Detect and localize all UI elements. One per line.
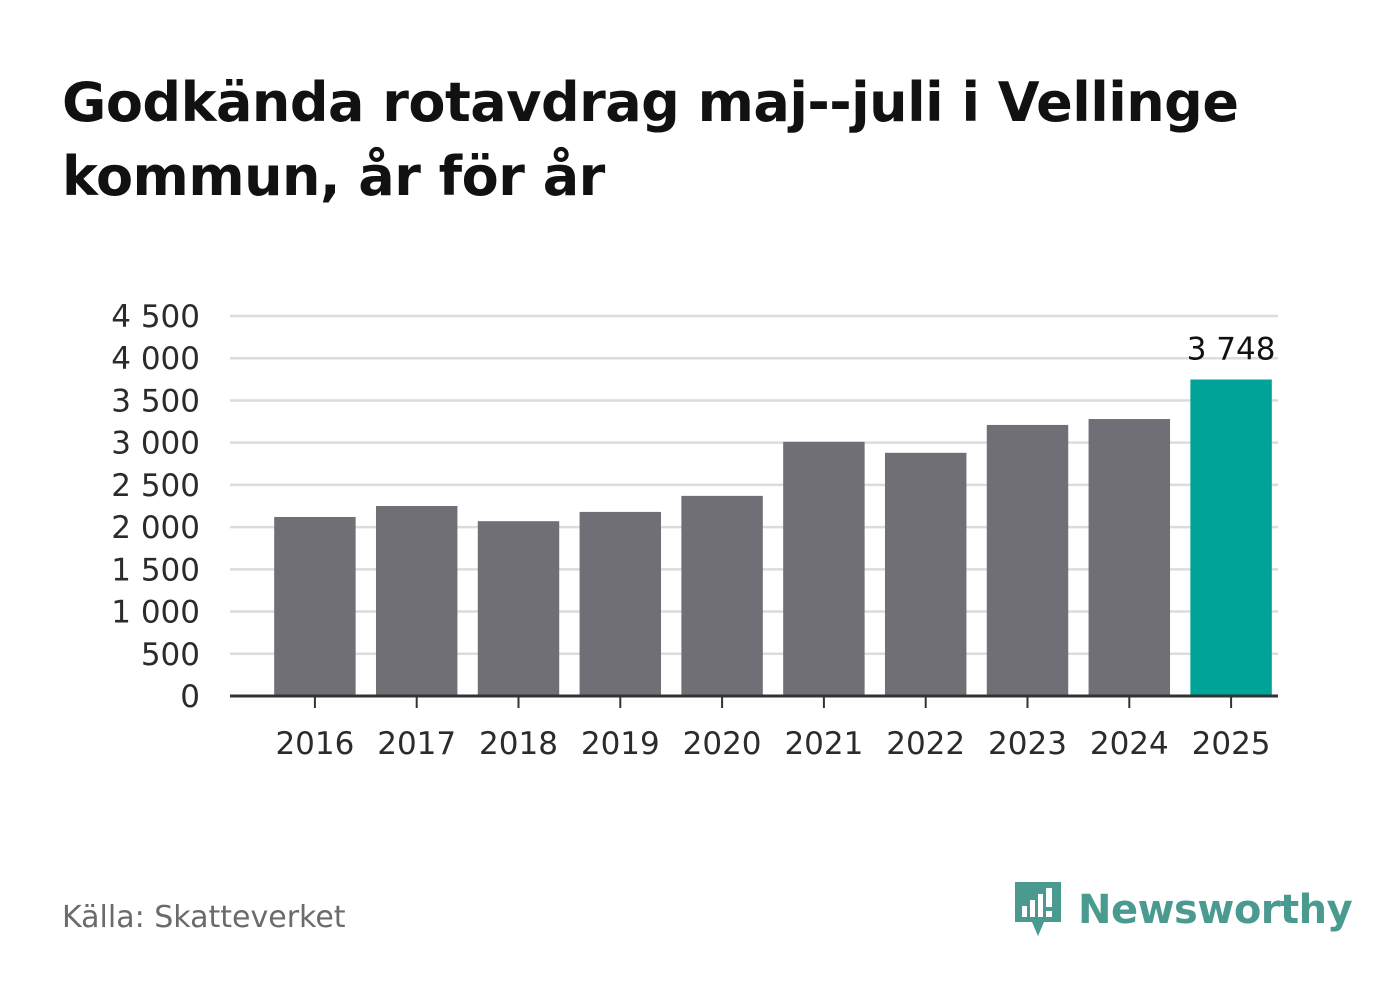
y-tick-label: 1 000 xyxy=(111,595,200,631)
bars xyxy=(274,379,1272,696)
source-note: Källa: Skatteverket xyxy=(62,900,346,935)
x-tick-label: 2017 xyxy=(377,726,456,762)
y-tick-label: 4 500 xyxy=(111,299,200,335)
y-tick-label: 4 000 xyxy=(111,341,200,377)
data-label: 3 748 xyxy=(1187,332,1276,368)
x-tick-label: 2019 xyxy=(581,726,660,762)
brand-name: Newsworthy xyxy=(1078,887,1353,933)
brand-logo: Newsworthy xyxy=(1012,880,1353,940)
bar-2024 xyxy=(1088,419,1171,696)
bar-2025 xyxy=(1190,379,1272,696)
x-tick-label: 2018 xyxy=(479,726,558,762)
labels: 0 500 1 000 1 500 2 000 2 500 3 000 3 500 4 000 4… xyxy=(111,299,1275,762)
y-tick-label: 1 500 xyxy=(111,552,200,588)
bar-2016 xyxy=(274,516,356,696)
x-tick-label: 2021 xyxy=(784,726,863,762)
x-tick-label: 2024 xyxy=(1090,726,1169,762)
y-tick-label: 3 500 xyxy=(111,383,200,419)
bar-2021 xyxy=(783,441,865,696)
bar-2017 xyxy=(375,506,458,696)
y-tick-label: 3 000 xyxy=(111,426,200,462)
axes xyxy=(230,694,1278,708)
bar-2019 xyxy=(579,511,662,696)
bar-2018 xyxy=(477,521,560,696)
y-tick-label: 0 xyxy=(180,679,200,715)
y-tick-label: 500 xyxy=(141,637,200,673)
newsworthy-logo-icon xyxy=(1015,882,1061,936)
bar-2023 xyxy=(986,424,1069,696)
bar-2020 xyxy=(681,495,763,696)
chart-title: Godkända rotavdrag maj--juli i Vellinge … xyxy=(62,71,1239,208)
x-tick-label: 2023 xyxy=(988,726,1067,762)
y-tick-label: 2 000 xyxy=(111,510,200,546)
x-tick-label: 2022 xyxy=(886,726,965,762)
bar-2022 xyxy=(884,452,967,696)
x-tick-label: 2025 xyxy=(1192,726,1271,762)
x-tick-label: 2020 xyxy=(683,726,762,762)
y-tick-label: 2 500 xyxy=(111,468,200,504)
x-tick-label: 2016 xyxy=(275,726,354,762)
